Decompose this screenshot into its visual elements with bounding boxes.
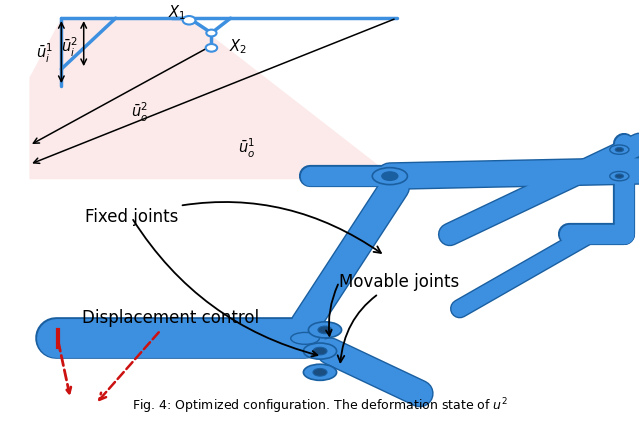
Ellipse shape [313,347,327,355]
Text: $\bar{u}_o^2$: $\bar{u}_o^2$ [131,101,148,124]
Text: Movable joints: Movable joints [338,273,460,362]
Ellipse shape [291,332,319,344]
Ellipse shape [610,145,629,154]
Text: $\bar{u}_i^2$: $\bar{u}_i^2$ [61,35,78,59]
Ellipse shape [303,343,337,359]
Text: $\bar{u}_o^1$: $\bar{u}_o^1$ [238,137,255,160]
Ellipse shape [372,168,408,184]
Ellipse shape [308,322,342,338]
Text: Fixed joints: Fixed joints [85,202,381,253]
Circle shape [206,29,216,36]
Ellipse shape [318,326,332,334]
Ellipse shape [313,368,327,376]
Circle shape [182,16,195,25]
Ellipse shape [303,364,337,380]
Ellipse shape [382,172,398,180]
Circle shape [205,44,217,52]
Ellipse shape [610,172,629,181]
Ellipse shape [615,147,623,152]
Text: $X_2$: $X_2$ [229,37,247,56]
Text: $\bar{u}_i^1$: $\bar{u}_i^1$ [36,41,52,64]
Polygon shape [29,18,397,179]
Ellipse shape [615,174,623,178]
Text: $X_1$: $X_1$ [168,3,186,22]
Text: Fig. 4: Optimized configuration. The deformation state of $u^2$: Fig. 4: Optimized configuration. The def… [132,396,508,416]
Text: Displacement control: Displacement control [83,309,260,400]
